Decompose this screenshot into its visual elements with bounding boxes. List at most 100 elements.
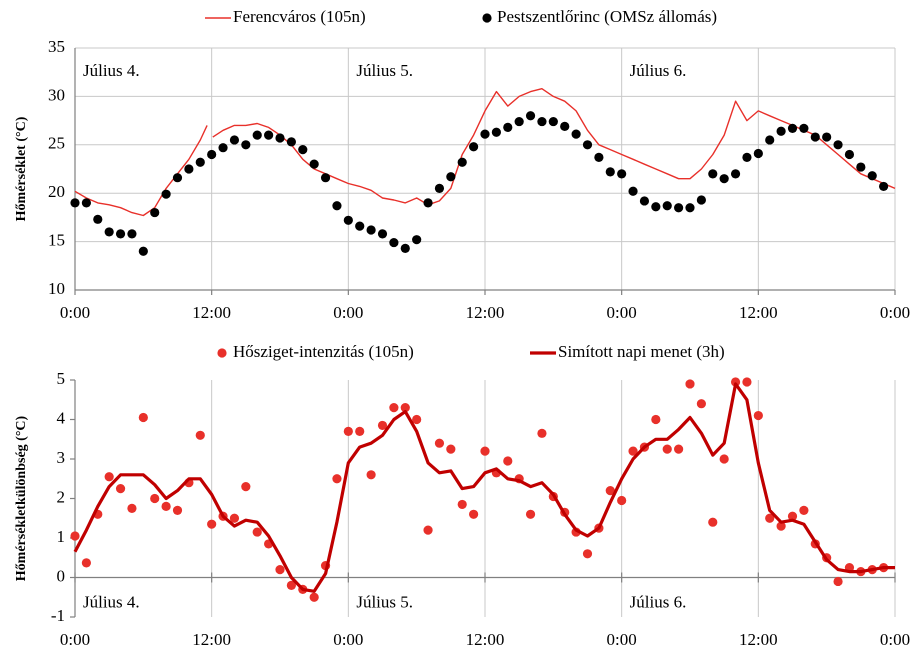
data-point	[434, 183, 445, 193]
data-point	[799, 505, 809, 515]
data-point	[400, 243, 410, 253]
data-point	[207, 519, 217, 529]
data-point	[480, 446, 490, 456]
data-point	[776, 521, 786, 531]
data-point	[343, 426, 353, 436]
data-point	[161, 189, 171, 199]
data-point	[207, 149, 217, 160]
y-tick-label: 15	[48, 231, 65, 250]
x-tick-label: 0:00	[880, 630, 910, 649]
data-point	[879, 181, 889, 192]
data-point	[446, 444, 456, 454]
x-tick-label: 12:00	[739, 303, 778, 322]
data-point	[605, 167, 615, 177]
data-point	[172, 505, 183, 515]
data-point	[582, 549, 593, 559]
data-point	[662, 201, 672, 211]
legend-label: Ferencváros (105n)	[233, 7, 366, 26]
data-point	[730, 169, 741, 179]
data-point	[753, 410, 763, 421]
data-point	[275, 565, 285, 575]
data-point	[70, 198, 80, 208]
data-point	[480, 129, 490, 139]
data-point	[332, 201, 342, 211]
data-point	[412, 235, 422, 245]
data-point	[628, 186, 638, 196]
data-point	[434, 438, 445, 448]
data-point	[218, 143, 228, 153]
data-line	[73, 382, 895, 593]
data-point	[708, 169, 718, 179]
data-point	[423, 525, 433, 535]
data-point	[161, 501, 171, 511]
data-point	[195, 430, 205, 440]
data-point	[241, 140, 251, 150]
data-point	[104, 472, 114, 482]
data-point	[150, 493, 160, 504]
data-point	[674, 444, 684, 454]
data-point	[628, 446, 638, 456]
data-point	[867, 171, 877, 181]
data-point	[400, 403, 410, 413]
y-tick-label: 30	[48, 85, 65, 104]
data-point	[696, 195, 706, 205]
data-point	[252, 130, 262, 140]
data-point	[617, 169, 627, 179]
data-point	[377, 229, 388, 239]
data-point	[309, 159, 319, 169]
annotation: Július 5.	[356, 592, 413, 611]
data-point	[503, 456, 513, 466]
data-point	[833, 576, 843, 587]
data-point	[389, 237, 399, 248]
data-point	[571, 129, 581, 139]
data-point	[241, 482, 251, 492]
data-point	[412, 414, 422, 425]
data-point	[787, 511, 798, 521]
y-tick-label: 10	[48, 279, 65, 298]
x-tick-label: 0:00	[333, 630, 363, 649]
data-point	[355, 426, 365, 436]
legend-label: Hősziget-intenzitás (105n)	[233, 342, 414, 361]
legend-marker	[217, 348, 227, 358]
data-point	[150, 207, 160, 218]
data-point	[389, 403, 399, 413]
x-tick-label: 0:00	[333, 303, 363, 322]
data-point	[81, 198, 91, 208]
annotation: Július 4.	[83, 592, 140, 611]
data-point	[525, 111, 536, 121]
data-point	[537, 428, 547, 438]
data-point	[856, 162, 866, 172]
data-point	[651, 202, 661, 212]
data-point	[184, 164, 194, 174]
data-point	[548, 116, 558, 127]
y-tick-label: 1	[57, 527, 66, 546]
y-tick-label: -1	[51, 606, 65, 625]
x-tick-label: 12:00	[739, 630, 778, 649]
data-point	[594, 152, 604, 162]
legend-label: Pestszentlőrinc (OMSz állomás)	[497, 7, 717, 26]
data-point	[787, 123, 798, 133]
data-point	[730, 377, 741, 387]
data-point	[229, 135, 240, 145]
data-point	[719, 454, 729, 464]
data-point	[457, 499, 467, 510]
data-point	[446, 172, 456, 182]
data-point	[264, 130, 274, 140]
x-tick-label: 0:00	[60, 630, 90, 649]
data-point	[708, 517, 718, 527]
data-point	[674, 203, 684, 213]
x-tick-label: 12:00	[466, 303, 505, 322]
x-tick-label: 0:00	[607, 630, 637, 649]
data-point	[696, 399, 706, 409]
data-point	[753, 148, 763, 159]
data-point	[252, 527, 262, 537]
data-point	[765, 513, 775, 523]
data-point	[617, 495, 627, 506]
data-point	[469, 142, 479, 152]
data-point	[514, 116, 524, 127]
data-point	[742, 377, 752, 387]
y-tick-label: 3	[57, 448, 66, 467]
y-tick-label: 5	[57, 369, 66, 388]
data-point	[810, 132, 820, 142]
